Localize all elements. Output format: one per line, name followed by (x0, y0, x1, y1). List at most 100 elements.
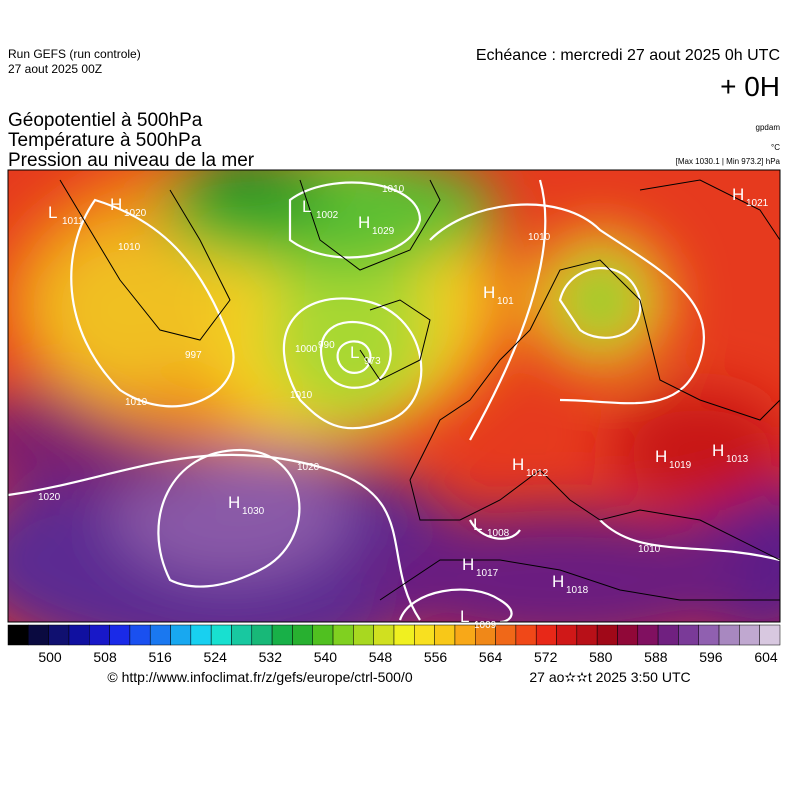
center-letter: H (358, 213, 370, 232)
map-frame (7, 169, 781, 623)
lead-time: + 0H (720, 71, 780, 102)
center-value: 1030 (242, 506, 265, 517)
colorbar-swatch (7, 624, 29, 646)
run-label: Run GEFS (run controle) (8, 47, 141, 61)
colorbar-swatch (434, 624, 456, 646)
field-label: Géopotentiel à 500hPa (8, 110, 203, 131)
center-letter: H (110, 195, 122, 214)
coastlines (59, 179, 780, 601)
colorbar-swatch (393, 624, 415, 646)
colorbar-tick-label: 548 (369, 649, 393, 665)
colorbar-swatch (759, 624, 781, 646)
center-value: 1008 (487, 528, 510, 539)
colorbar-swatch (353, 624, 374, 646)
center-value: 1011 (62, 216, 84, 227)
center-letter: H (712, 441, 724, 460)
colorbar-tick-label: 540 (314, 649, 338, 665)
colorbar-swatch (170, 624, 192, 646)
colorbar-swatch (657, 624, 679, 646)
center-value: 1021 (746, 198, 769, 209)
colorbar-swatch (149, 624, 171, 646)
colorbar-tick-label: 564 (479, 649, 503, 665)
colorbar-swatch (373, 624, 395, 646)
colorbar-swatch (556, 624, 578, 646)
isobar-label: 1010 (125, 397, 148, 408)
center-value: 1029 (372, 226, 395, 237)
run-date: 27 aout 2025 00Z (8, 62, 102, 76)
isobar-label: 1010 (638, 544, 661, 555)
colorbar: 500 508 516 524 532 540 548 556 564 572 580 588 596 6… (7, 624, 781, 665)
field-label: Température à 500hPa (8, 130, 202, 151)
colorbar-tick-label: 556 (424, 649, 448, 665)
temperature-field (8, 170, 780, 622)
colorbar-tick-label: 524 (204, 649, 228, 665)
center-letter: H (512, 455, 524, 474)
center-letter: H (483, 283, 495, 302)
colorbar-swatch (678, 624, 699, 646)
isobar-label: 1020 (297, 462, 320, 473)
isobar-label: 1000 (295, 344, 318, 355)
colorbar-swatch (535, 624, 557, 646)
center-value: 1017 (476, 568, 499, 579)
colorbar-tick-label: 500 (38, 649, 62, 665)
colorbar-swatch (251, 624, 273, 646)
colorbar-swatch (637, 624, 659, 646)
colorbar-swatch (231, 624, 253, 646)
isobars (8, 179, 780, 622)
source: © http://www.infoclimat.fr/z/gefs/europe… (107, 669, 412, 685)
colorbar-tick-label: 532 (259, 649, 283, 665)
colorbar-tick-label: 604 (754, 649, 778, 665)
center-value: 973 (364, 356, 381, 367)
colorbar-tick-label: 516 (148, 649, 172, 665)
field-label: Pression au niveau de la mer (8, 150, 255, 171)
colorbar-tick-label: 508 (93, 649, 117, 665)
colorbar-swatch (576, 624, 598, 646)
center-value: 1013 (726, 454, 749, 465)
colorbar-swatch (292, 624, 313, 646)
center-letter: H (462, 555, 474, 574)
colorbar-swatch (515, 624, 537, 646)
colorbar-tick-label: 596 (699, 649, 723, 665)
extremes-label: [Max 1030.1 | Min 973.2] hPa (676, 157, 781, 166)
center-letter: H (552, 572, 564, 591)
colorbar-swatch (414, 624, 435, 646)
center-value: 1012 (526, 468, 549, 479)
colorbar-swatch (129, 624, 151, 646)
colorbar-swatch (495, 624, 517, 646)
isobar-label: 997 (185, 350, 202, 361)
colorbar-swatch (68, 624, 90, 646)
isobar-label: 1010 (528, 232, 551, 243)
isobar-label: 1010 (290, 390, 313, 401)
center-value: 101 (497, 296, 514, 307)
unit-label: °C (771, 143, 780, 152)
unit-label: gpdam (756, 123, 781, 132)
center-letter: L (302, 197, 311, 216)
colorbar-swatch (617, 624, 639, 646)
center-value: 1020 (124, 208, 147, 219)
colorbar-swatch (698, 624, 720, 646)
colorbar-swatch (312, 624, 334, 646)
colorbar-tick-label: 572 (534, 649, 558, 665)
colorbar-swatch (718, 624, 740, 646)
colorbar-swatch (210, 624, 232, 646)
isobar-label: 1020 (38, 492, 61, 503)
isobar-label: 990 (318, 340, 335, 351)
center-letter: H (655, 447, 667, 466)
colorbar-swatch (89, 624, 110, 646)
center-letter: L (350, 343, 359, 362)
colorbar-swatch (332, 624, 354, 646)
center-letter: L (473, 515, 482, 534)
center-value: 1019 (669, 460, 692, 471)
center-value: 1002 (316, 210, 339, 221)
center-letter: L (48, 203, 57, 222)
colorbar-tick-label: 588 (644, 649, 668, 665)
colorbar-swatch (271, 624, 293, 646)
colorbar-swatch (190, 624, 212, 646)
center-letter: L (460, 607, 469, 626)
isobar-label: 1010 (382, 184, 405, 195)
colorbar-swatch (48, 624, 70, 646)
colorbar-swatch (739, 624, 760, 646)
center-letter: H (732, 185, 744, 204)
colorbar-swatch (28, 624, 49, 646)
